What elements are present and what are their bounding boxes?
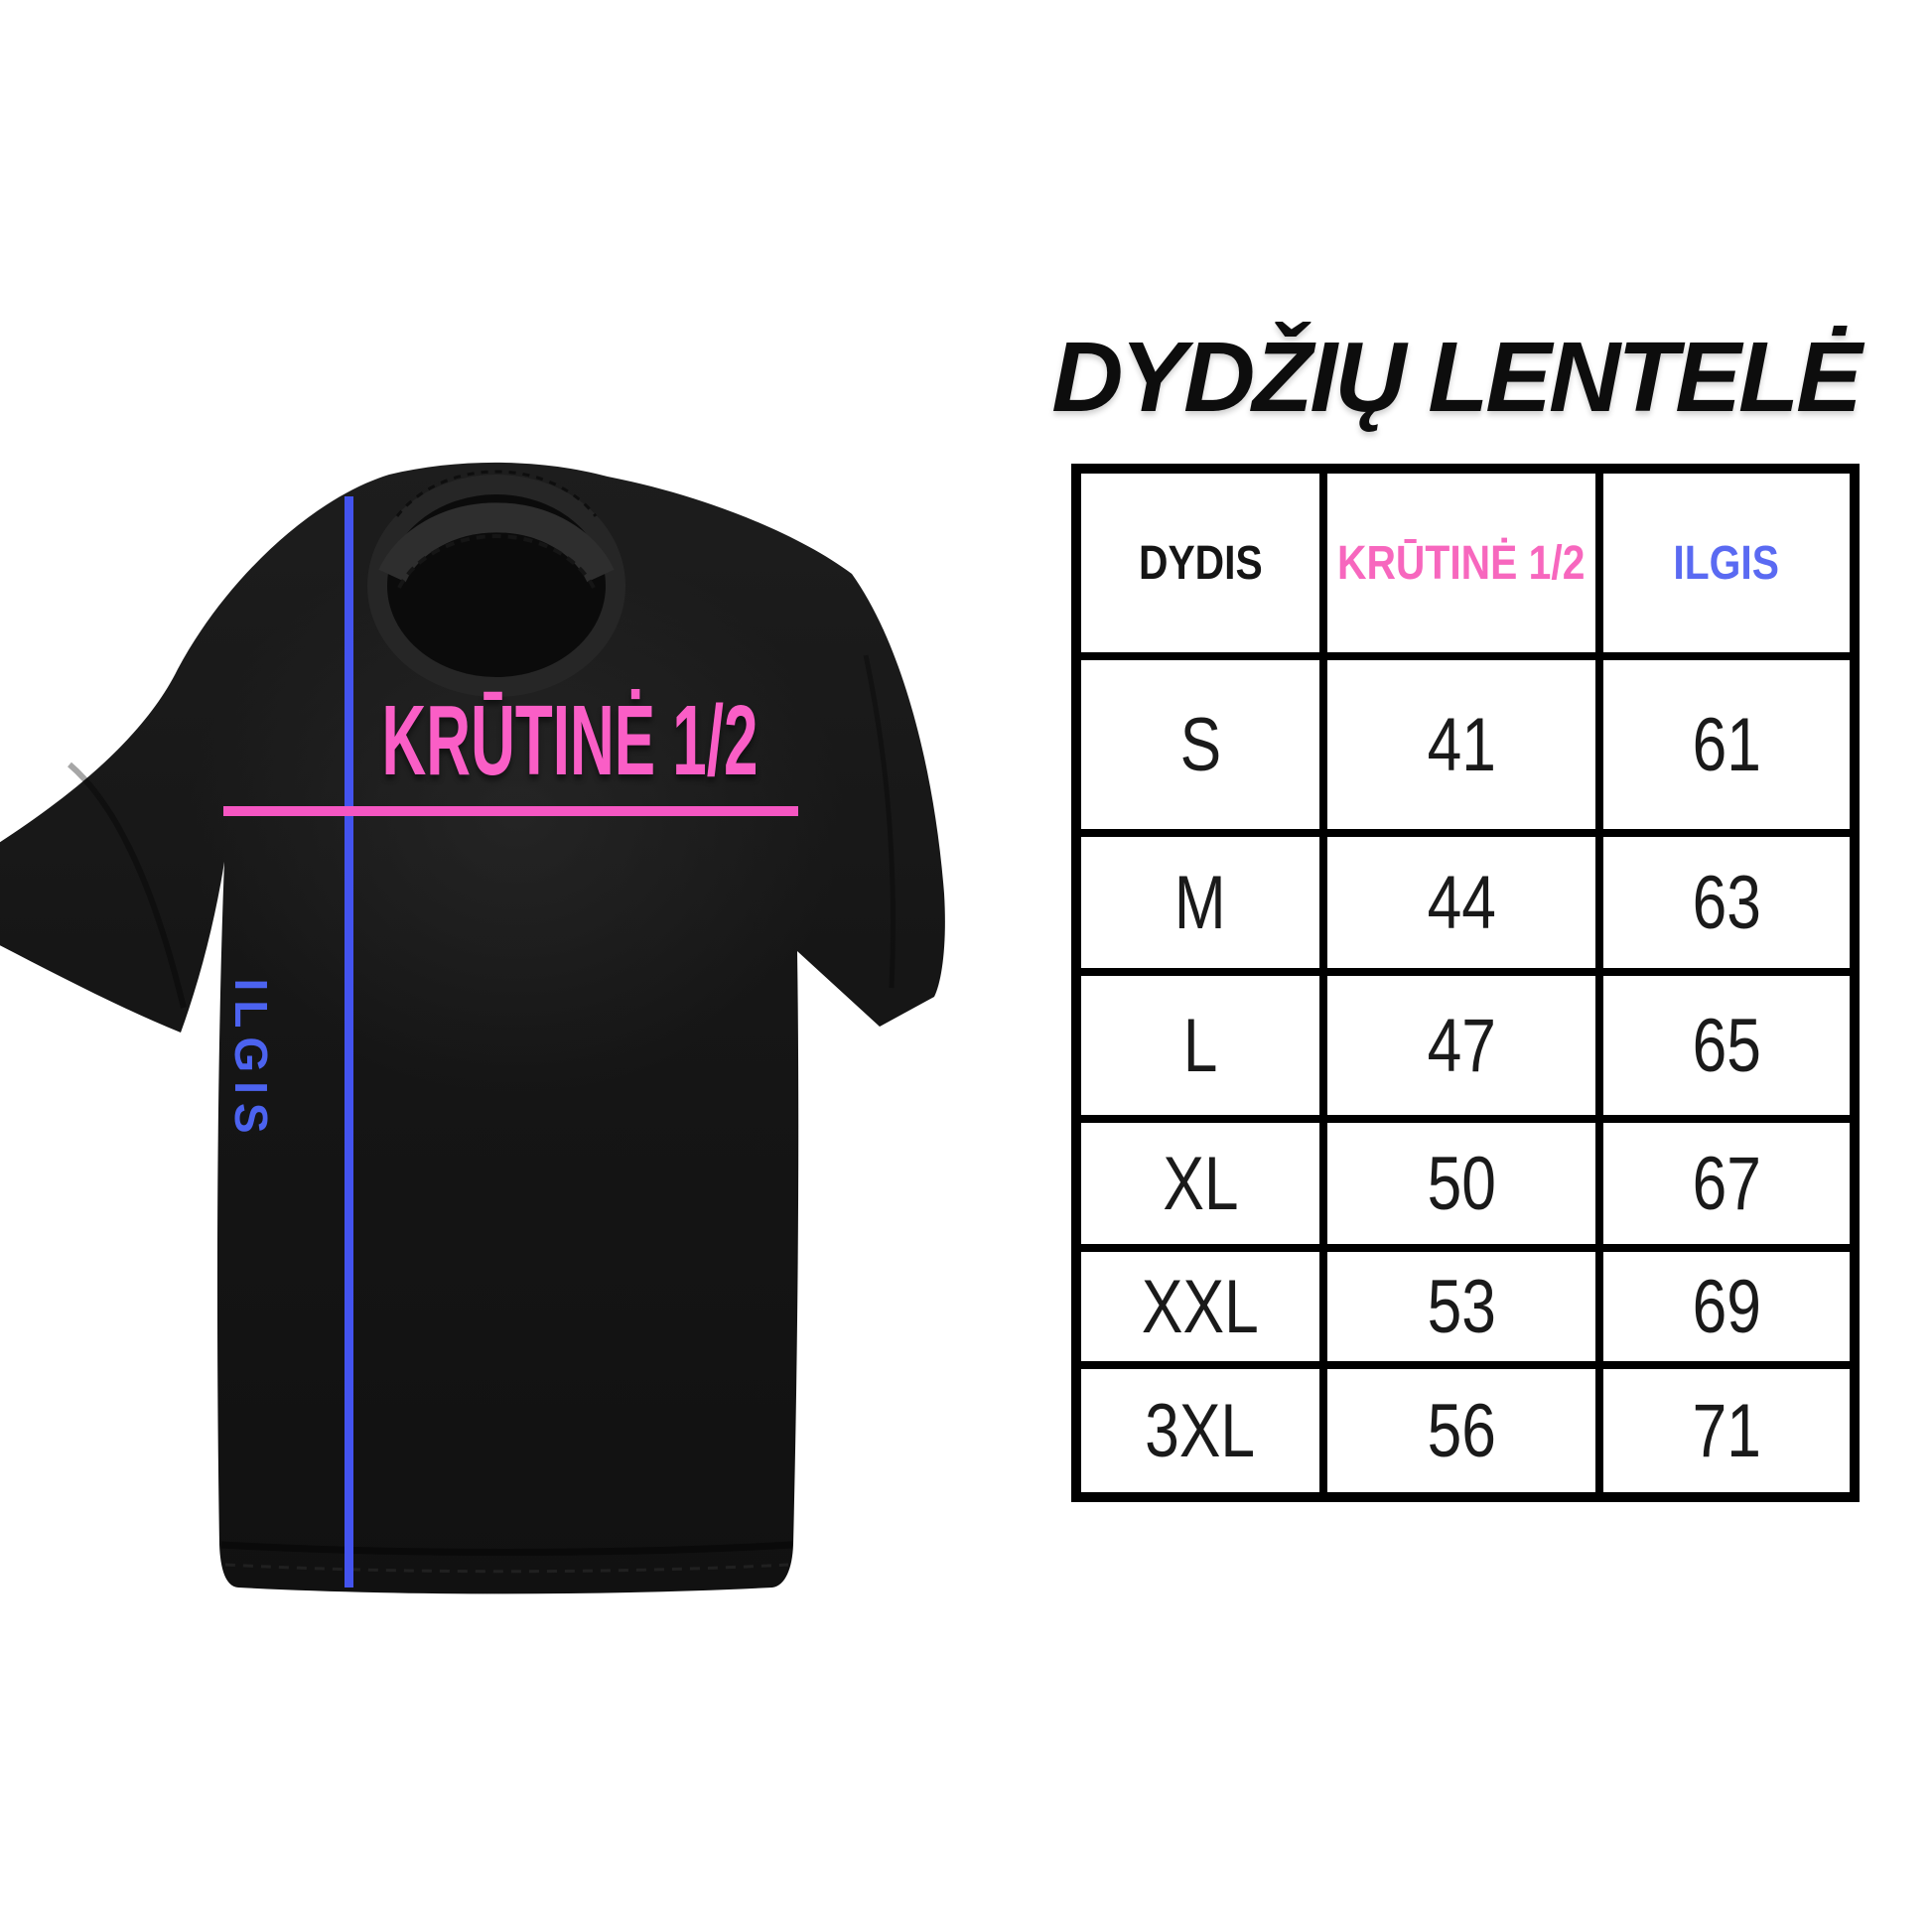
length-value: 71 <box>1692 1388 1761 1473</box>
page-title: DYDŽIŲ LENTELĖ <box>1051 322 1863 433</box>
size-value: S <box>1179 702 1221 787</box>
size-table: DYDIS KRŪTINĖ 1/2 ILGIS S 41 61 M 44 63 <box>1071 464 1860 1502</box>
table-cell-length-3xl: 71 <box>1603 1369 1850 1492</box>
table-cell-chest-s: 41 <box>1327 660 1595 829</box>
table-header-size-label: DYDIS <box>1138 536 1263 590</box>
size-value: L <box>1182 1003 1218 1088</box>
table-cell-size-l: L <box>1081 976 1319 1115</box>
table-cell-chest-xl: 50 <box>1327 1123 1595 1244</box>
table-cell-size-m: M <box>1081 837 1319 968</box>
table-cell-length-s: 61 <box>1603 660 1850 829</box>
table-cell-length-xl: 67 <box>1603 1123 1850 1244</box>
table-cell-length-xxl: 69 <box>1603 1252 1850 1361</box>
length-value: 65 <box>1692 1003 1761 1088</box>
table-header-length-label: ILGIS <box>1673 536 1780 590</box>
length-measure-line <box>345 496 353 1587</box>
chest-measure-label: KRŪTINĖ 1/2 <box>381 685 759 796</box>
length-value: 63 <box>1692 860 1761 945</box>
table-header-length: ILGIS <box>1603 474 1850 652</box>
table-cell-size-s: S <box>1081 660 1319 829</box>
chest-value: 53 <box>1427 1264 1496 1349</box>
table-cell-size-3xl: 3XL <box>1081 1369 1319 1492</box>
table-cell-length-l: 65 <box>1603 976 1850 1115</box>
length-value: 69 <box>1692 1264 1761 1349</box>
hem-stitch <box>224 1563 789 1574</box>
table-cell-chest-m: 44 <box>1327 837 1595 968</box>
size-value: XXL <box>1142 1264 1259 1349</box>
length-value: 67 <box>1692 1141 1761 1226</box>
table-header-chest-label: KRŪTINĖ 1/2 <box>1337 536 1586 590</box>
chest-value: 56 <box>1427 1388 1496 1473</box>
hem-seam <box>220 1541 793 1556</box>
table-header-size: DYDIS <box>1081 474 1319 652</box>
chest-value: 47 <box>1427 1003 1496 1088</box>
chest-value: 41 <box>1427 702 1496 787</box>
collar <box>367 470 625 697</box>
table-cell-chest-xxl: 53 <box>1327 1252 1595 1361</box>
length-measure-label: ILGIS <box>225 978 277 1143</box>
table-cell-size-xxl: XXL <box>1081 1252 1319 1361</box>
table-cell-length-m: 63 <box>1603 837 1850 968</box>
length-value: 61 <box>1692 702 1761 787</box>
chest-measure-line <box>223 806 798 816</box>
table-cell-chest-l: 47 <box>1327 976 1595 1115</box>
table-header-chest: KRŪTINĖ 1/2 <box>1327 474 1595 652</box>
chest-value: 50 <box>1427 1141 1496 1226</box>
size-value: M <box>1174 860 1226 945</box>
right-sleeve-fold <box>863 654 897 989</box>
left-sleeve-fold <box>68 761 187 1009</box>
chest-value: 44 <box>1427 860 1496 945</box>
size-value: 3XL <box>1145 1388 1256 1473</box>
table-cell-size-xl: XL <box>1081 1123 1319 1244</box>
size-value: XL <box>1162 1141 1239 1226</box>
table-cell-chest-3xl: 56 <box>1327 1369 1595 1492</box>
